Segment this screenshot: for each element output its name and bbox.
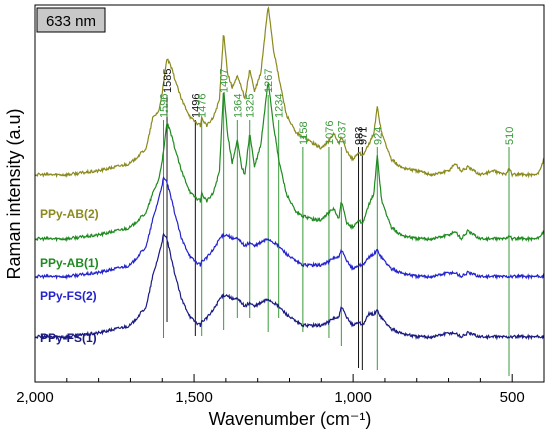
x-axis-label: Wavenumber (cm⁻¹)	[209, 409, 372, 429]
x-axis-ticks: 2,000 1,500 1,000 500	[16, 374, 545, 406]
peak-label: 1407	[219, 69, 231, 93]
peak-label: 1158	[298, 121, 310, 145]
peak-label: 1364	[232, 94, 244, 118]
peak-label: 1496	[190, 94, 202, 118]
peak-label: 1325	[245, 94, 257, 118]
peak-marker-layer	[163, 95, 510, 376]
peak-label: 1267	[263, 69, 275, 93]
legend-entry: PPy-AB(2)	[40, 207, 99, 221]
legend-entry: PPy-FS(1)	[40, 331, 97, 345]
x-tick-label: 2,000	[16, 389, 54, 406]
series-line-ppy-ab-2	[35, 6, 544, 179]
peak-label: 971	[357, 127, 369, 145]
peak-label: 1037	[336, 121, 348, 145]
peak-label: 983	[354, 127, 366, 145]
x-tick-label: 500	[500, 389, 525, 406]
legend-entry: PPy-FS(2)	[40, 289, 97, 303]
series-line-ppy-ab-1	[35, 81, 544, 243]
title-box: 633 nm	[36, 7, 106, 33]
legend-labels: PPy-AB(2) PPy-AB(1) PPy-FS(2) PPy-FS(1)	[40, 207, 99, 345]
x-tick-label: 1,000	[334, 389, 372, 406]
peak-label: 1076	[324, 121, 336, 145]
series-layer	[35, 6, 544, 341]
series-line-ppy-fs-2	[35, 176, 544, 281]
legend-entry: PPy-AB(1)	[40, 256, 99, 270]
series-line-ppy-fs-1	[35, 232, 544, 341]
peak-label: 1585	[162, 69, 174, 93]
chart-title: 633 nm	[46, 13, 96, 30]
peak-label: 1476	[197, 94, 209, 118]
peak-label: 510	[504, 127, 516, 145]
peak-label: 1596	[159, 94, 171, 118]
peak-label: 1234	[274, 94, 286, 118]
x-tick-label: 1,500	[175, 389, 213, 406]
y-axis-label: Raman intensity (a.u)	[4, 108, 24, 279]
peak-label: 924	[372, 127, 384, 145]
